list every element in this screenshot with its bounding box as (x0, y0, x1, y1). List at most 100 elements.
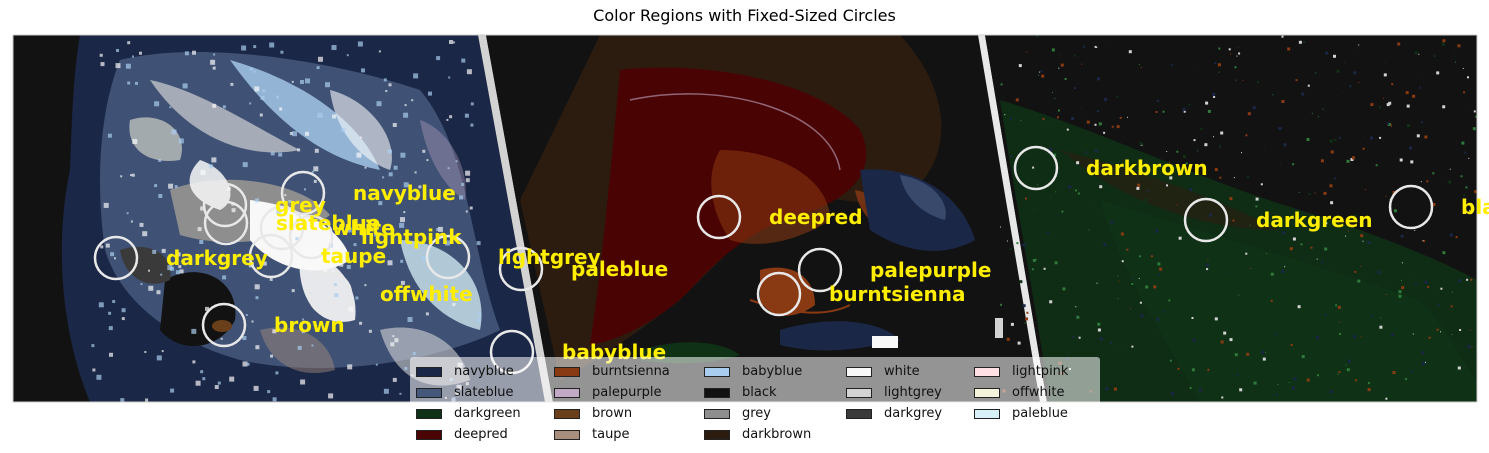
star-speck (1155, 229, 1159, 233)
star-speck (1317, 116, 1319, 118)
star-speck (1162, 110, 1165, 113)
star-speck (1347, 230, 1349, 232)
cloud-speck (108, 311, 112, 315)
star-speck (1287, 47, 1291, 51)
cloud-speck (246, 362, 250, 366)
star-speck (1229, 197, 1233, 201)
cloud-speck (126, 212, 129, 215)
star-speck (1389, 198, 1391, 200)
star-speck (1191, 368, 1195, 372)
star-speck (1347, 359, 1351, 363)
cloud-speck (413, 73, 419, 79)
star-speck (1358, 82, 1360, 83)
legend-item: palepurple (554, 382, 670, 403)
star-speck (1265, 211, 1269, 215)
cloud-speck (179, 269, 184, 274)
star-speck (1362, 147, 1365, 150)
legend-item: darkgrey (846, 403, 942, 424)
circle-marker-black (1388, 184, 1434, 230)
star-speck (1333, 54, 1336, 58)
star-speck (1292, 386, 1295, 390)
star-speck (1189, 188, 1193, 192)
star-speck (1301, 355, 1305, 359)
star-speck (1094, 45, 1097, 48)
star-speck (1218, 252, 1219, 254)
star-speck (1002, 96, 1004, 98)
star-speck (1281, 35, 1284, 38)
star-speck (1013, 343, 1015, 345)
star-speck (1155, 111, 1158, 113)
star-speck (1138, 277, 1140, 279)
star-speck (1339, 332, 1342, 335)
star-speck (1085, 151, 1088, 154)
cloud-speck (428, 91, 432, 96)
star-speck (1075, 189, 1078, 192)
star-speck (1015, 98, 1019, 102)
cloud-speck (353, 223, 357, 227)
star-speck (1462, 67, 1464, 69)
star-speck (1169, 176, 1173, 180)
star-speck (1043, 267, 1046, 270)
cloud-speck (346, 54, 349, 57)
circle-marker-white (259, 205, 305, 251)
star-speck (1370, 103, 1374, 107)
legend-column: babyblue black grey darkbrown (704, 361, 811, 445)
star-speck (1353, 214, 1357, 218)
star-speck (1136, 186, 1140, 190)
cloud-speck (169, 106, 172, 109)
star-speck (1186, 106, 1188, 108)
star-speck (1010, 155, 1012, 158)
star-speck (1183, 155, 1186, 159)
legend-item: slateblue (416, 382, 521, 403)
cloud-speck (356, 152, 362, 158)
star-speck (1064, 78, 1067, 80)
cloud-speck (311, 344, 314, 347)
star-speck (1258, 335, 1261, 338)
star-speck (1403, 284, 1406, 287)
cloud-speck (213, 53, 216, 56)
cloud-speck (109, 352, 113, 357)
star-speck (1188, 103, 1191, 106)
star-speck (1047, 343, 1049, 345)
legend-item: lightpink (974, 361, 1068, 382)
cloud-speck (392, 377, 397, 382)
star-speck (1324, 313, 1327, 316)
cloud-speck (461, 58, 466, 63)
star-speck (1082, 45, 1085, 48)
star-speck (1140, 67, 1142, 68)
star-speck (1346, 159, 1350, 163)
star-speck (1073, 54, 1076, 57)
cloud-speck (148, 285, 154, 291)
star-speck (1379, 136, 1382, 139)
star-speck (1010, 322, 1014, 326)
legend-item: black (704, 382, 811, 403)
cloud-speck (304, 188, 306, 191)
cloud-speck (98, 302, 104, 308)
star-speck (1379, 325, 1383, 329)
star-speck (1177, 367, 1180, 370)
legend-swatch (416, 387, 442, 398)
cloud-speck (171, 129, 177, 135)
cloud-speck (452, 41, 455, 44)
star-speck (1419, 86, 1422, 89)
star-speck (1464, 151, 1467, 154)
star-speck (1426, 180, 1429, 183)
star-speck (1042, 118, 1045, 121)
star-speck (1116, 125, 1120, 129)
star-speck (1298, 40, 1302, 44)
cloud-speck (276, 95, 280, 99)
cloud-speck (436, 56, 441, 61)
star-speck (1039, 71, 1041, 73)
star-speck (1062, 287, 1066, 291)
cloud-speck (115, 63, 121, 69)
cloud-speck (272, 397, 277, 402)
cloud-speck (242, 361, 248, 367)
cloud-speck (459, 195, 463, 200)
star-speck (1432, 172, 1435, 175)
star-speck (1302, 224, 1305, 227)
cloud-speck (392, 335, 395, 338)
cloud-speck (302, 318, 305, 321)
cloud-speck (158, 194, 163, 198)
star-speck (1295, 299, 1296, 301)
star-speck (1356, 298, 1358, 300)
